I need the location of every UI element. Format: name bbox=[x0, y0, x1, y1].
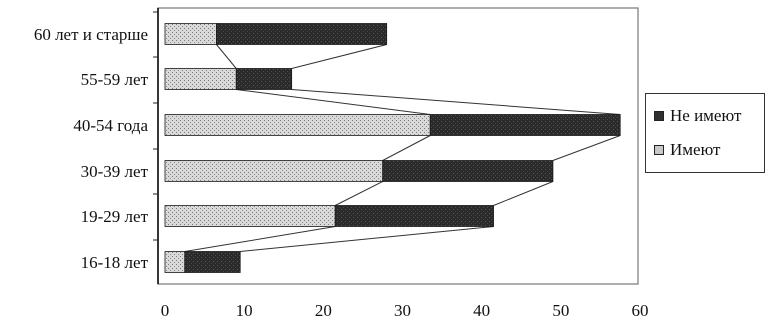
category-label-5: 16-18 лет bbox=[81, 253, 149, 272]
x-tick-label-3: 30 bbox=[394, 301, 411, 320]
x-tick-label-0: 0 bbox=[161, 301, 170, 320]
legend-swatch-imeyut bbox=[654, 145, 664, 155]
bar-ne-imeyut-4 bbox=[334, 205, 494, 227]
bar-imeyut-4 bbox=[164, 205, 336, 227]
category-label-4: 19-29 лет bbox=[81, 207, 149, 226]
x-tick-label-4: 40 bbox=[473, 301, 490, 320]
bar-imeyut-3 bbox=[164, 160, 384, 182]
series-line-1-4 bbox=[184, 226, 336, 252]
series-line-2-1 bbox=[291, 89, 621, 115]
x-axis-ticks: 0 10 20 30 40 50 60 bbox=[161, 301, 649, 320]
series-line-2-0 bbox=[291, 44, 387, 69]
x-tick-label-5: 50 bbox=[552, 301, 569, 320]
bar-ne-imeyut-3 bbox=[382, 160, 554, 182]
bar-imeyut-2 bbox=[164, 114, 431, 136]
series-lines bbox=[184, 44, 621, 252]
series-line-2-3 bbox=[493, 181, 554, 206]
bar-ne-imeyut-5 bbox=[184, 251, 241, 273]
series-line-2-2 bbox=[552, 135, 621, 161]
series-line-1-3 bbox=[334, 181, 383, 206]
y-axis-labels: 60 лет и старше 55-59 лет 40-54 года 30-39 … bbox=[34, 11, 158, 272]
bar-ne-imeyut-2 bbox=[429, 114, 621, 136]
series-line-1-0 bbox=[216, 44, 237, 69]
series-line-1-2 bbox=[382, 135, 431, 161]
bars bbox=[164, 23, 621, 273]
x-tick-label-6: 60 bbox=[632, 301, 649, 320]
x-tick-label-1: 10 bbox=[236, 301, 253, 320]
category-label-1: 55-59 лет bbox=[81, 70, 149, 89]
legend: Не имеют Имеют bbox=[645, 93, 765, 173]
series-line-2-4 bbox=[240, 226, 494, 252]
plot-border bbox=[157, 7, 639, 285]
category-label-2: 40-54 года bbox=[73, 116, 148, 135]
legend-item-ne-imeyut: Не имеют bbox=[654, 106, 741, 126]
bar-imeyut-0 bbox=[164, 23, 217, 45]
plot-frame bbox=[157, 7, 639, 285]
category-label-0: 60 лет и старше bbox=[34, 25, 148, 44]
legend-item-imeyut: Имеют bbox=[654, 140, 721, 160]
legend-swatch-ne-imeyut bbox=[654, 111, 664, 121]
series-line-1-1 bbox=[236, 89, 431, 115]
bar-ne-imeyut-1 bbox=[235, 68, 293, 90]
bar-ne-imeyut-0 bbox=[216, 23, 388, 45]
x-tick-label-2: 20 bbox=[315, 301, 332, 320]
category-label-3: 30-39 лет bbox=[81, 162, 149, 181]
bar-imeyut-1 bbox=[164, 68, 237, 90]
legend-label-ne-imeyut: Не имеют bbox=[670, 106, 742, 125]
bar-imeyut-5 bbox=[164, 251, 186, 273]
legend-label-imeyut: Имеют bbox=[670, 140, 721, 159]
